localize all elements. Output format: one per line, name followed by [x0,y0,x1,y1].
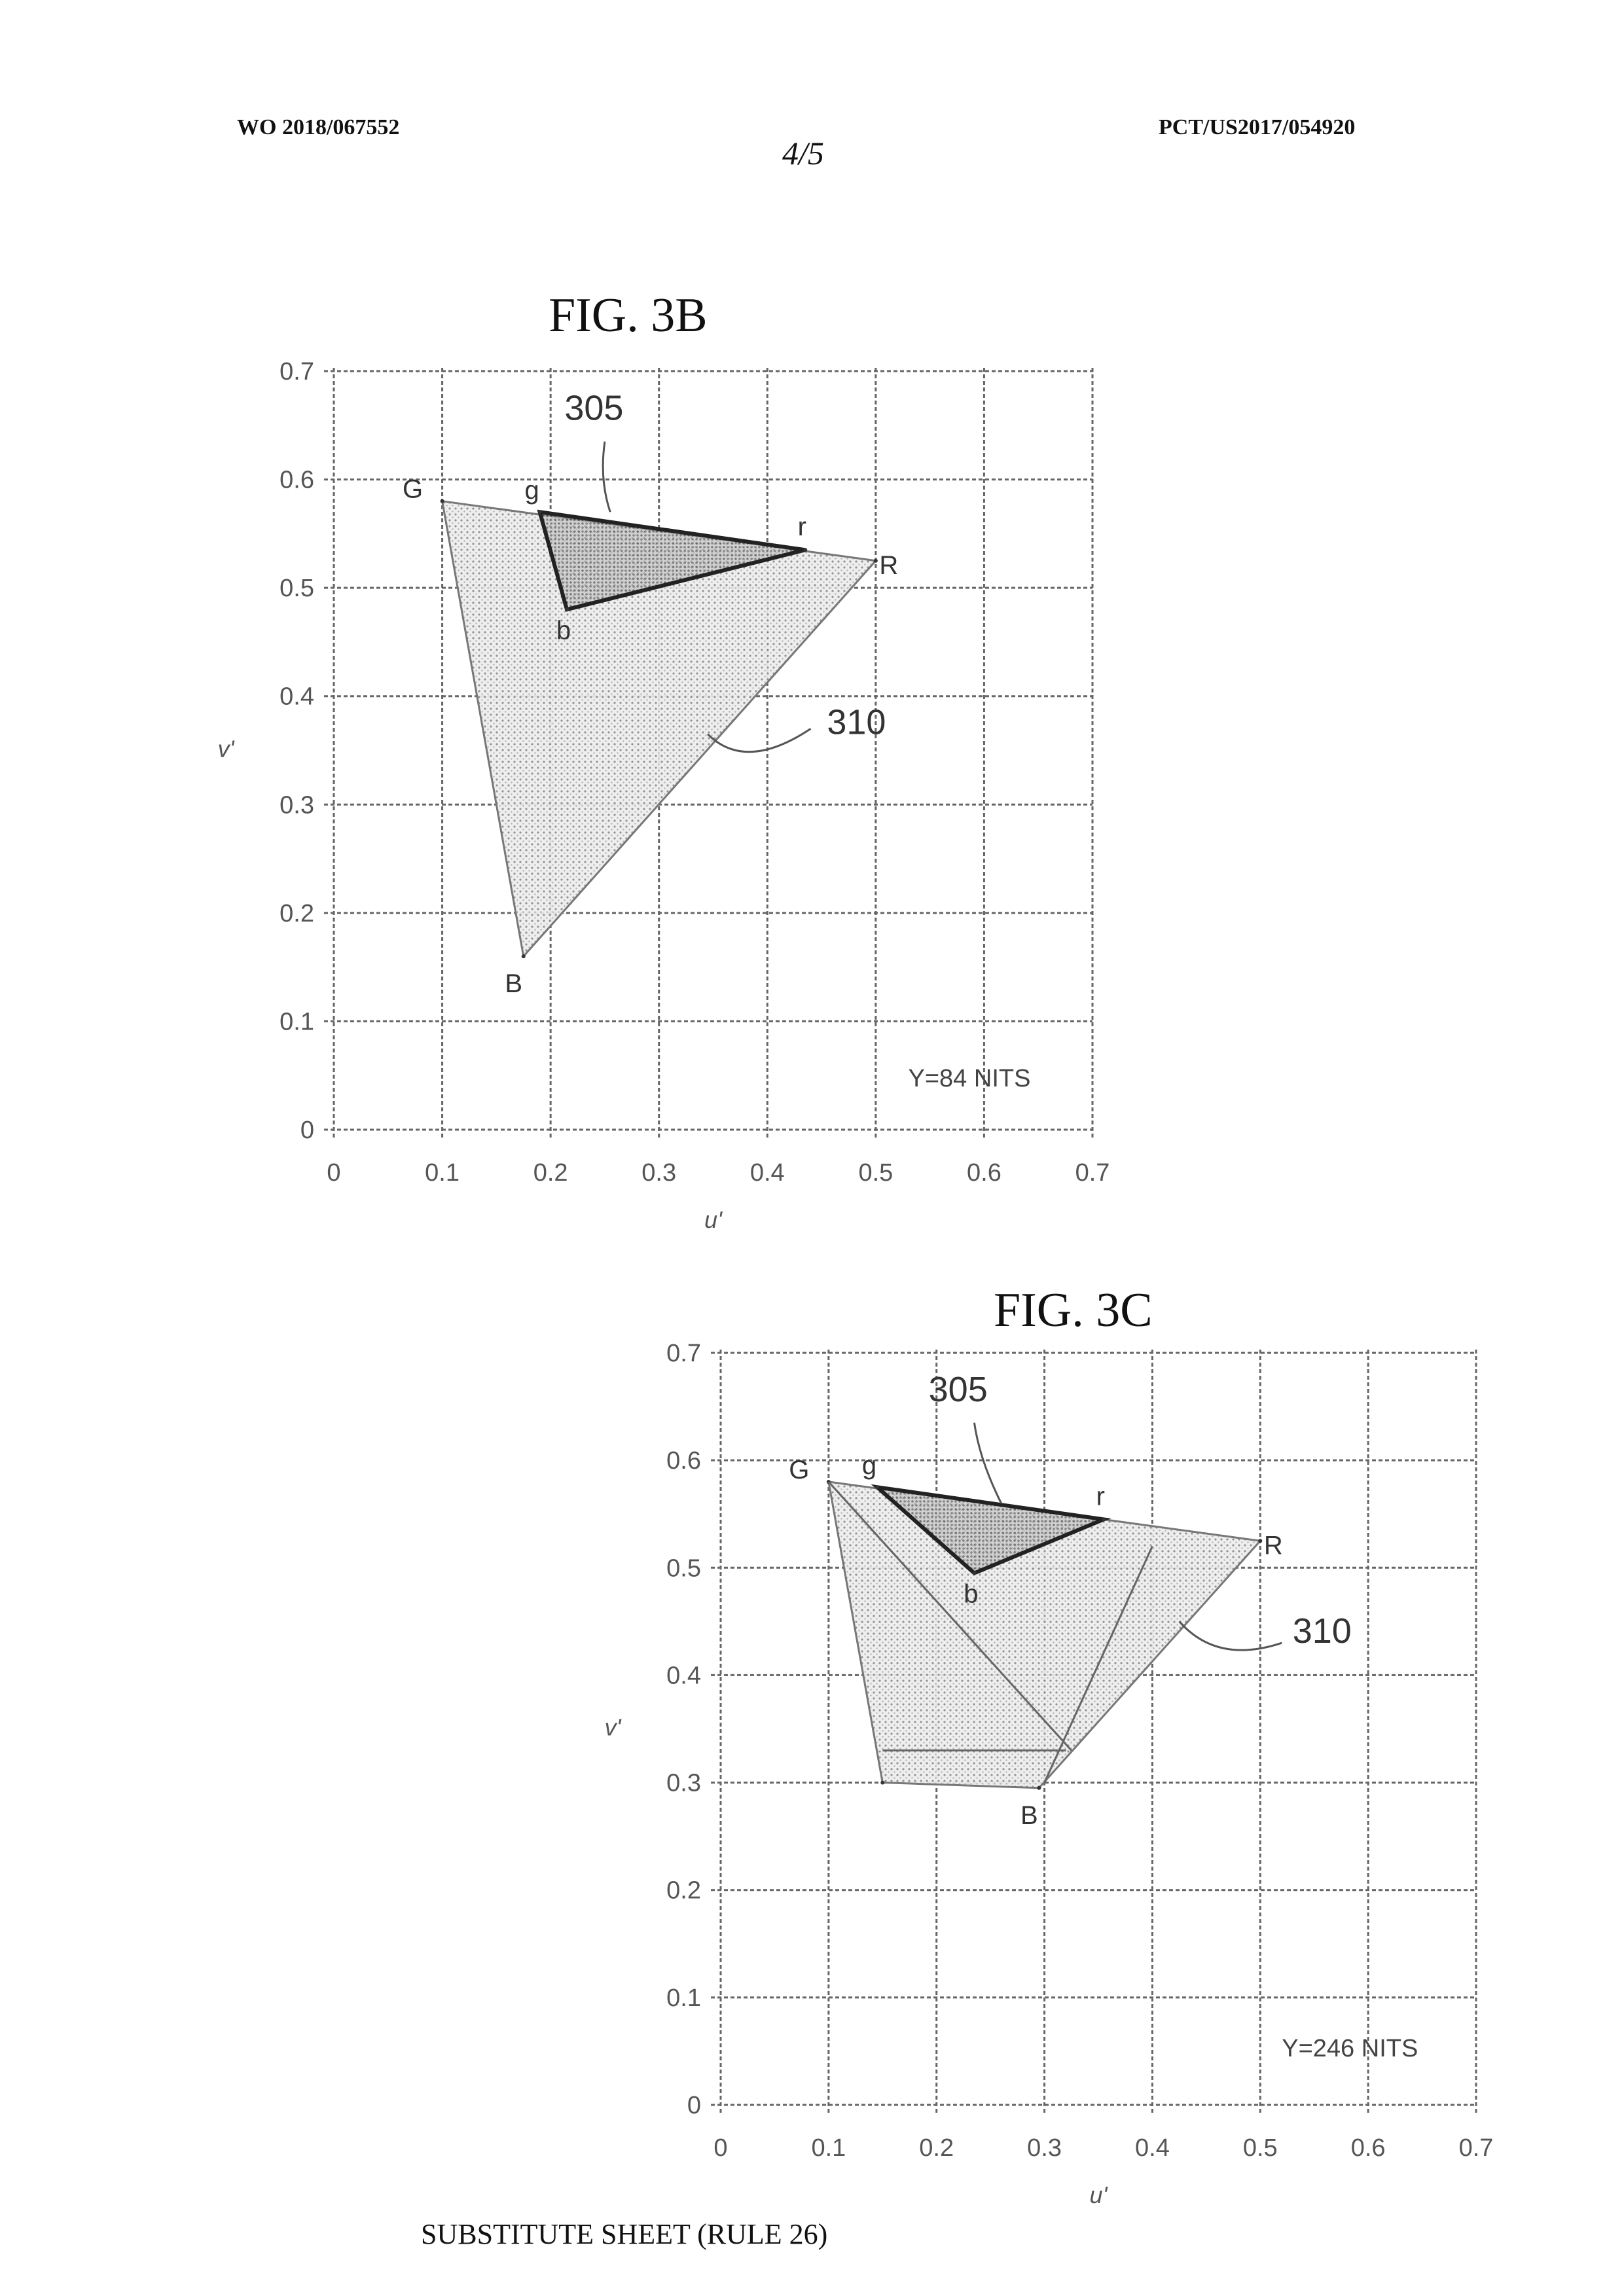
publication-number: WO 2018/067552 [237,115,400,139]
fig3c-label-305: 305 [929,1370,988,1409]
fig3c-y-tick-label: 0.5 [666,1554,701,1582]
fig3c-vertex-label-B: B [1020,1801,1038,1830]
fig3b-x-tick-label: 0.5 [858,1159,893,1187]
fig3b-x-tick-label: 0.7 [1075,1159,1110,1187]
fig3b-y-tick-label: 0.3 [280,791,314,819]
fig3c-x-tick-label: 0.6 [1351,2134,1386,2162]
fig3b-vertex-B [521,954,526,959]
fig3c-x-tick-label: 0.2 [919,2134,954,2162]
fig3c-label-310: 310 [1293,1611,1352,1651]
fig3b-label-310: 310 [827,703,886,742]
fig3b-y-tick-label: 0.2 [280,900,314,927]
figure-3b-title: FIG. 3B [549,289,708,342]
fig3b-y-tick-label: 0 [300,1117,314,1144]
fig3b-x-axis-label: u' [704,1206,723,1233]
fig3c-y-tick-label: 0 [687,2092,701,2119]
fig3c-x-axis-label: u' [1090,2181,1108,2208]
application-number: PCT/US2017/054920 [1159,115,1356,139]
fig3c-leader-310 [1178,1621,1282,1651]
fig3c-y-axis-label: v' [605,1714,622,1741]
fig3b-x-tick-label: 0.1 [425,1159,460,1187]
fig3b-x-tick-label: 0.3 [641,1159,676,1187]
fig3c-y-tick-label: 0.6 [666,1447,701,1475]
sheet-number: 4/5 [782,135,824,171]
fig3c-x-tick-label: 0.3 [1027,2134,1062,2162]
fig3b-vertex-label-B: B [505,969,522,998]
fig3b-vertex-R [873,558,878,563]
fig3b-label-305: 305 [564,389,623,428]
fig3c-y-tick-label: 0.1 [666,1984,701,2012]
fig3c-inner-line [1043,1545,1153,1784]
fig3b-x-tick-label: 0.6 [967,1159,1001,1187]
fig3b-y-tick-label: 0.6 [280,467,314,494]
fig3c-vertex-corner [880,1780,885,1785]
fig3b-x-tick-label: 0.4 [750,1159,785,1187]
fig3b-leader-310 [707,728,812,753]
fig3b-leader-305 [602,441,611,512]
fig3c-gamut-305 [871,1484,1111,1575]
fig3b-vertex-g [537,510,542,514]
fig3c-luminance-note: Y=246 NITS [1282,2035,1418,2062]
fig3c-vertex-B [1037,1785,1041,1790]
fig3b-vertex-label-b: b [556,616,571,645]
fig3b-luminance-note: Y=84 NITS [909,1065,1031,1092]
fig3c-leader-305 [973,1422,1002,1504]
fig3b-y-tick-label: 0.1 [280,1008,314,1035]
fig3b-y-tick-label: 0.7 [280,358,314,386]
fig3c-x-tick-label: 0.5 [1243,2134,1278,2162]
fig3b-y-tick-label: 0.5 [280,575,314,602]
fig3b-gamut-305 [537,509,806,612]
fig3b-vertex-label-R: R [879,551,898,580]
fig3c-y-tick-label: 0.4 [666,1662,701,1689]
fig3b-vertex-b [564,607,569,612]
fig3b-x-tick-label: 0.2 [533,1159,568,1187]
fig3c-vertex-label-g: g [862,1451,876,1480]
figure-3c-title: FIG. 3C [994,1283,1153,1337]
fig3b-vertex-label-g: g [524,476,539,505]
fig3b-vertex-r [803,548,808,552]
fig3c-vertex-label-G: G [789,1456,809,1484]
fig3b-x-tick-label: 0 [327,1159,340,1187]
fig3c-vertex-r [1102,1517,1106,1522]
fig3c-inner-line [827,1480,1072,1751]
fig3c-y-tick-label: 0.7 [666,1340,701,1367]
fig3c-vertex-label-r: r [1096,1482,1105,1511]
fig3b-vertex-G [440,499,444,503]
fig3c-vertex-g [875,1485,880,1490]
fig3c-y-tick-label: 0.2 [666,1877,701,1905]
fig3c-x-tick-label: 0.4 [1135,2134,1170,2162]
fig3c-y-tick-label: 0.3 [666,1770,701,1797]
fig3c-x-tick-label: 0.7 [1459,2134,1494,2162]
fig3c-vertex-label-b: b [964,1579,978,1608]
fig3b-y-axis-label: v' [218,736,235,762]
fig3c-vertex-R [1258,1539,1263,1543]
fig3c-vertex-b [972,1571,977,1575]
fig3c-x-tick-label: 0.1 [811,2134,846,2162]
fig3c-x-tick-label: 0 [713,2134,727,2162]
fig3b-y-tick-label: 0.4 [280,683,314,711]
fig3b-vertex-label-r: r [798,512,806,541]
fig3b-vertex-label-G: G [403,475,423,504]
footer-text: SUBSTITUTE SHEET (RULE 26) [421,2218,828,2250]
fig3c-vertex-label-R: R [1264,1531,1283,1560]
